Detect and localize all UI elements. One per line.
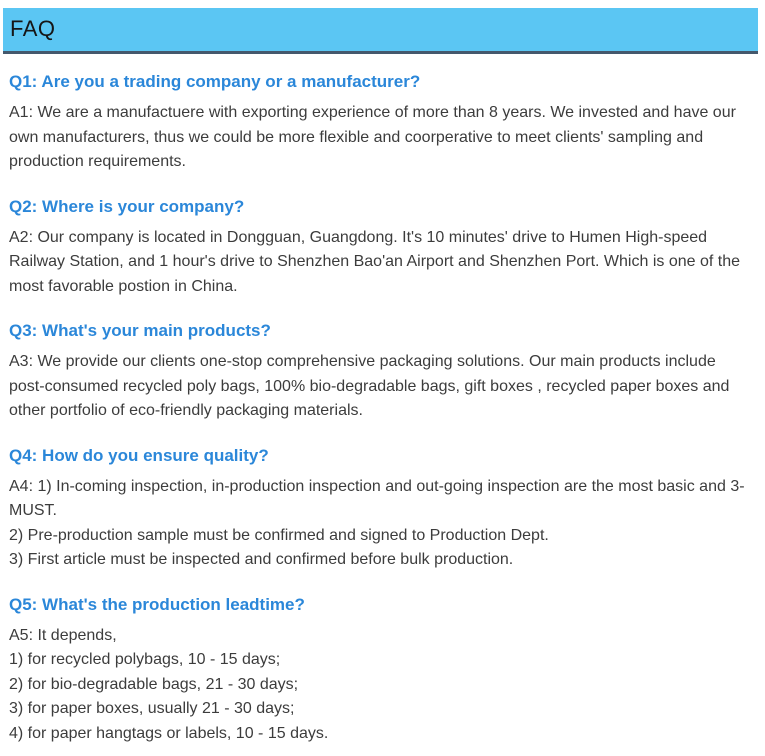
faq-answer: A3: We provide our clients one-stop comp… xyxy=(9,350,755,424)
faq-answer: A2: Our company is located in Dongguan, … xyxy=(9,226,755,300)
faq-answer: A4: 1) In-coming inspection, in-producti… xyxy=(9,475,755,573)
faq-answer-line: 1) for recycled polybags, 10 - 15 days; xyxy=(9,651,281,668)
faq-answer-line: A4: 1) In-coming inspection, in-producti… xyxy=(9,477,745,520)
faq-answer-line: 3) First article must be inspected and c… xyxy=(9,551,514,568)
faq-item: Q3: What's your main products? A3: We pr… xyxy=(9,320,755,424)
faq-question: Q4: How do you ensure quality? xyxy=(9,445,269,465)
faq-question: Q1: Are you a trading company or a manuf… xyxy=(9,72,421,91)
faq-answer-line: 2) Pre-production sample must be confirm… xyxy=(9,526,549,544)
faq-answer-line: 4) for paper hangtags or labels, 10 - 15… xyxy=(9,724,329,742)
faq-answer: A1: We are a manufactuere with exporting… xyxy=(9,101,755,175)
faq-question: Q2: Where is your company? xyxy=(9,196,245,216)
faq-answer-line: 3) for paper boxes, usually 21 - 30 days… xyxy=(9,700,295,717)
faq-item: Q1: Are you a trading company or a manuf… xyxy=(9,71,755,175)
faq-answer-line: A2: Our company is located in Dongguan, … xyxy=(9,228,740,295)
faq-list: Q1: Are you a trading company or a manuf… xyxy=(0,54,765,746)
faq-answer-line: 2) for bio-degradable bags, 21 - 30 days… xyxy=(9,675,299,693)
faq-header-bar: FAQ xyxy=(3,8,758,54)
faq-answer-line: A3: We provide our clients one-stop comp… xyxy=(9,353,730,419)
faq-answer-line: A1: We are a manufactuere with exporting… xyxy=(9,104,736,170)
faq-item: Q5: What's the production leadtime? A5: … xyxy=(9,594,755,747)
faq-question: Q5: What's the production leadtime? xyxy=(9,594,305,614)
page-title: FAQ xyxy=(10,16,56,41)
faq-item: Q2: Where is your company? A2: Our compa… xyxy=(9,196,755,300)
faq-item: Q4: How do you ensure quality? A4: 1) In… xyxy=(9,445,755,573)
faq-answer-line: A5: It depends, xyxy=(9,626,117,644)
faq-answer: A5: It depends, 1) for recycled polybags,… xyxy=(9,624,755,747)
faq-question: Q3: What's your main products? xyxy=(9,321,271,340)
